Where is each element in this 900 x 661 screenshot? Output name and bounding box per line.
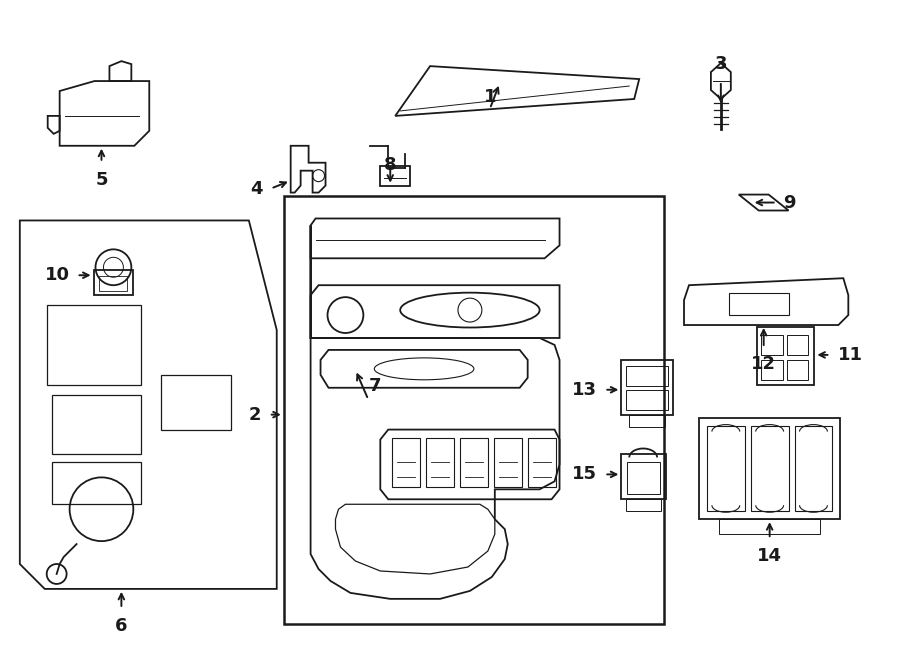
- Text: 12: 12: [752, 355, 776, 373]
- Bar: [51, 463, 141, 504]
- Bar: [94, 270, 133, 295]
- Bar: [527, 438, 555, 487]
- Bar: [626, 366, 668, 386]
- Bar: [381, 166, 410, 186]
- Bar: [621, 455, 666, 499]
- Bar: [729, 293, 788, 315]
- Text: 1: 1: [483, 88, 496, 106]
- Bar: [627, 463, 660, 494]
- Bar: [494, 438, 522, 487]
- Bar: [426, 438, 454, 487]
- Bar: [284, 196, 664, 624]
- Bar: [392, 438, 420, 487]
- Bar: [47, 305, 141, 385]
- Bar: [757, 327, 814, 385]
- Bar: [787, 335, 808, 355]
- Bar: [100, 276, 128, 291]
- Text: 5: 5: [95, 171, 108, 188]
- Bar: [787, 360, 808, 380]
- Text: 2: 2: [248, 406, 261, 424]
- Bar: [626, 499, 662, 511]
- Bar: [795, 426, 833, 511]
- Bar: [161, 375, 231, 430]
- Text: 3: 3: [715, 55, 727, 73]
- Text: 6: 6: [115, 617, 128, 635]
- Bar: [760, 335, 783, 355]
- Text: 15: 15: [572, 465, 598, 483]
- Text: 9: 9: [784, 194, 796, 212]
- Bar: [626, 390, 668, 410]
- Text: 14: 14: [757, 547, 782, 565]
- Bar: [719, 519, 821, 534]
- Text: 7: 7: [368, 377, 381, 395]
- Bar: [51, 395, 141, 455]
- Bar: [460, 438, 488, 487]
- Bar: [699, 418, 841, 519]
- Text: 11: 11: [839, 346, 863, 364]
- Bar: [621, 360, 673, 414]
- Bar: [706, 426, 745, 511]
- Text: 4: 4: [250, 180, 263, 198]
- Bar: [751, 426, 788, 511]
- Text: 13: 13: [572, 381, 598, 399]
- Bar: [629, 414, 665, 426]
- Bar: [760, 360, 783, 380]
- Text: 8: 8: [384, 156, 397, 174]
- Text: 10: 10: [45, 266, 69, 284]
